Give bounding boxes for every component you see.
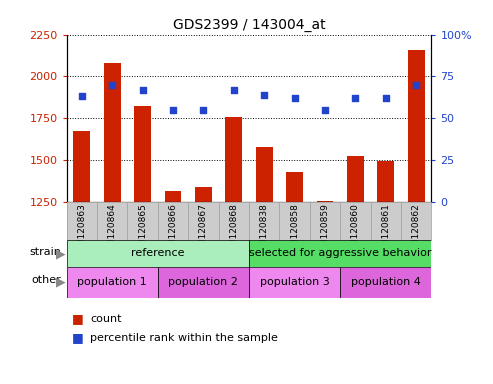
Text: population 3: population 3 <box>260 277 329 287</box>
Bar <box>104 63 120 202</box>
Text: count: count <box>90 314 122 324</box>
Text: ▶: ▶ <box>56 247 66 260</box>
Text: selected for aggressive behavior: selected for aggressive behavior <box>249 248 431 258</box>
Point <box>382 95 389 101</box>
Bar <box>317 201 333 202</box>
Text: GSM120867: GSM120867 <box>199 204 208 258</box>
Point <box>199 107 208 113</box>
Bar <box>165 191 181 202</box>
Text: GSM120866: GSM120866 <box>169 204 177 258</box>
Point <box>260 92 268 98</box>
Text: population 1: population 1 <box>77 277 147 287</box>
Text: population 2: population 2 <box>169 277 238 287</box>
Bar <box>378 161 394 202</box>
Text: GSM120859: GSM120859 <box>320 204 329 258</box>
Point <box>291 95 299 101</box>
Bar <box>195 187 211 202</box>
Text: ■: ■ <box>71 312 83 325</box>
Bar <box>67 267 158 298</box>
Bar <box>67 240 249 267</box>
Bar <box>408 50 424 202</box>
Bar <box>249 267 340 298</box>
Point <box>321 107 329 113</box>
Text: GSM120858: GSM120858 <box>290 204 299 258</box>
Bar <box>73 131 90 202</box>
Point <box>78 93 86 99</box>
Text: GSM120868: GSM120868 <box>229 204 238 258</box>
Text: ▶: ▶ <box>56 276 66 289</box>
Point <box>139 87 146 93</box>
Point <box>108 82 116 88</box>
Bar <box>158 267 249 298</box>
Text: GSM120861: GSM120861 <box>381 204 390 258</box>
Text: GSM120864: GSM120864 <box>107 204 117 258</box>
Title: GDS2399 / 143004_at: GDS2399 / 143004_at <box>173 18 325 32</box>
Text: GSM120865: GSM120865 <box>138 204 147 258</box>
Text: GSM120862: GSM120862 <box>412 204 421 258</box>
Text: GSM120863: GSM120863 <box>77 204 86 258</box>
Bar <box>347 156 364 202</box>
Bar <box>249 240 431 267</box>
Bar <box>340 267 431 298</box>
Text: other: other <box>32 275 62 285</box>
Text: reference: reference <box>131 248 184 258</box>
Bar <box>256 147 273 202</box>
Text: strain: strain <box>30 247 62 257</box>
Point <box>230 87 238 93</box>
Bar <box>134 106 151 202</box>
Text: GSM120860: GSM120860 <box>351 204 360 258</box>
Text: ■: ■ <box>71 331 83 344</box>
Bar <box>225 117 242 202</box>
Point <box>352 95 359 101</box>
Text: percentile rank within the sample: percentile rank within the sample <box>90 333 278 343</box>
Text: population 4: population 4 <box>351 277 421 287</box>
Point <box>412 82 420 88</box>
Text: GSM120838: GSM120838 <box>260 204 269 258</box>
Point <box>169 107 177 113</box>
Bar <box>286 172 303 202</box>
